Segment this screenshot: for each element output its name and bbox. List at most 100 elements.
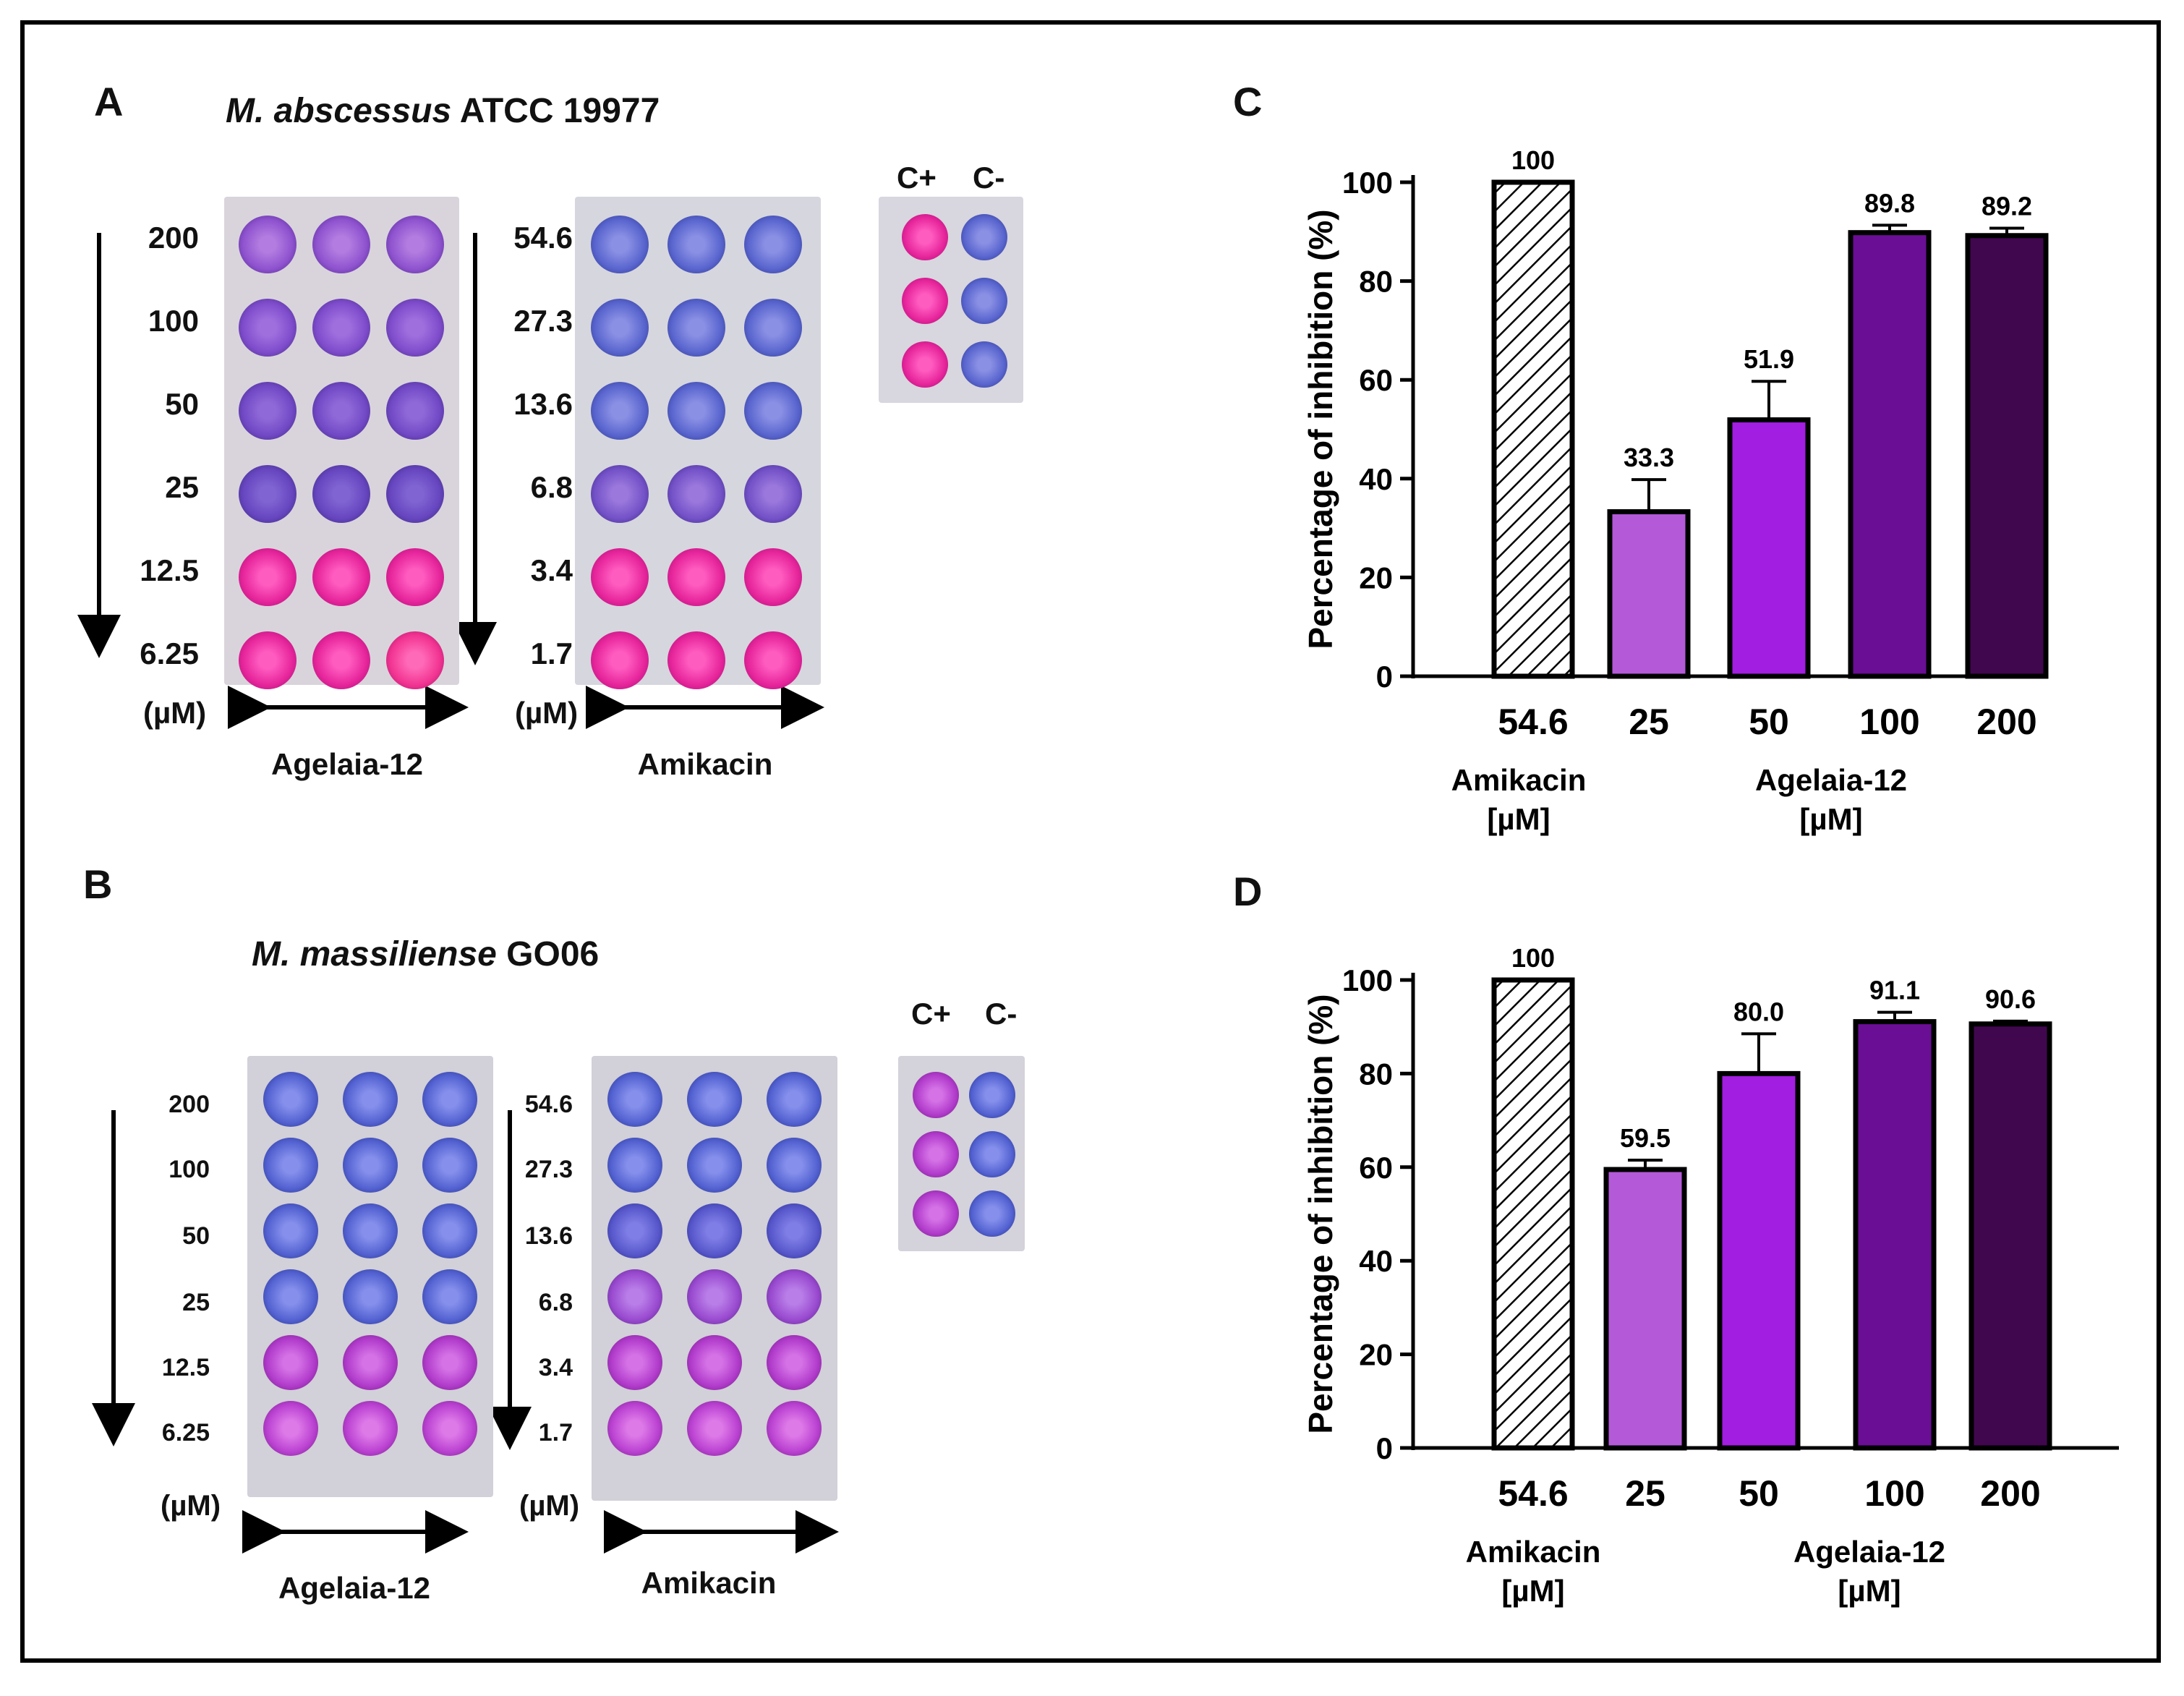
- well: [591, 548, 649, 606]
- data-label: 51.9: [1744, 344, 1794, 374]
- panel-b-agelaia-unit: (µM): [161, 1490, 221, 1522]
- bar-54-6: [1491, 179, 1575, 679]
- well: [263, 1138, 318, 1193]
- bar-54-6: [1491, 977, 1575, 1451]
- data-label: 91.1: [1869, 976, 1920, 1005]
- panel-b-agelaia-label: Agelaia-12: [278, 1571, 431, 1605]
- well: [607, 1335, 662, 1390]
- well: [263, 1203, 318, 1258]
- y-tick-label: 100: [1342, 963, 1393, 997]
- well: [263, 1401, 318, 1456]
- well: [913, 1072, 959, 1118]
- x-tick-label: 54.6: [1498, 1473, 1568, 1514]
- x-tick-label: 100: [1859, 702, 1919, 742]
- well: [687, 1138, 742, 1193]
- well: [744, 548, 802, 606]
- bar-25: [1607, 509, 1691, 679]
- well: [607, 1072, 662, 1127]
- well: [607, 1203, 662, 1258]
- panel-b-control-plate: [898, 1056, 1025, 1251]
- y-tick-label: 20: [1359, 561, 1393, 595]
- panel-b-title: M. massiliense GO06: [252, 934, 599, 974]
- panel-a-agelaia-conc-200: 200: [148, 221, 199, 255]
- x-tick-label: 200: [1980, 1473, 2040, 1514]
- well: [386, 216, 444, 273]
- panel-b-agelaia-conc-50: 50: [182, 1222, 210, 1250]
- well: [263, 1072, 318, 1127]
- well: [767, 1401, 822, 1456]
- well: [607, 1269, 662, 1324]
- well: [422, 1335, 477, 1390]
- well: [767, 1269, 822, 1324]
- panel-a-amikacin-conc-27-3: 27.3: [513, 304, 573, 338]
- panel-a-agelaia-label: Agelaia-12: [270, 747, 424, 781]
- well: [767, 1072, 822, 1127]
- well: [744, 216, 802, 273]
- well: [902, 214, 948, 260]
- well: [312, 216, 370, 273]
- panel-a-agelaia-plate: [224, 197, 459, 689]
- group-label-unit: [µM]: [1487, 802, 1550, 836]
- data-label: 33.3: [1624, 443, 1674, 472]
- well: [386, 382, 444, 440]
- panel-a-agelaia-conc-12-5: 12.5: [140, 553, 199, 587]
- well: [239, 382, 297, 440]
- well: [422, 1072, 477, 1127]
- well: [422, 1269, 477, 1324]
- x-tick-label: 54.6: [1498, 702, 1568, 742]
- well: [687, 1269, 742, 1324]
- panel-a-amikacin-conc-1-7: 1.7: [530, 636, 573, 670]
- well: [913, 1190, 959, 1237]
- panel-b-agelaia-conc-25: 25: [182, 1289, 210, 1316]
- panel-b-agelaia-conc-200: 200: [169, 1091, 210, 1118]
- well: [607, 1138, 662, 1193]
- well: [667, 299, 725, 357]
- panel-b-amikacin-conc-54-6: 54.6: [524, 1091, 573, 1118]
- well: [767, 1335, 822, 1390]
- well: [744, 382, 802, 440]
- panel-b-amikacin-plate: [592, 1056, 837, 1501]
- well: [343, 1335, 398, 1390]
- well: [969, 1131, 1015, 1177]
- well: [767, 1203, 822, 1258]
- well: [239, 465, 297, 523]
- well: [969, 1072, 1015, 1118]
- panel-b-amikacin-conc-13-6: 13.6: [524, 1222, 573, 1250]
- well: [312, 382, 370, 440]
- panel-a-title-strain: ATCC 19977: [451, 92, 660, 130]
- well: [343, 1203, 398, 1258]
- panel-a-title-species: M. abscessus: [226, 92, 452, 130]
- well: [422, 1138, 477, 1193]
- y-tick-label: 20: [1359, 1338, 1393, 1372]
- panel-a-amikacin-conc-6-8: 6.8: [530, 470, 573, 504]
- well: [902, 278, 948, 324]
- panel-b-amikacin-conc-6-8: 6.8: [538, 1289, 573, 1316]
- y-axis-label: Percentage of inhibition (%): [1302, 209, 1339, 649]
- panel-a-control-negative-label: C-: [973, 161, 1005, 195]
- x-tick-label: 200: [1976, 702, 2036, 742]
- panel-b-title-species: M. massiliense: [252, 935, 497, 973]
- well: [667, 382, 725, 440]
- y-tick-label: 60: [1359, 363, 1393, 397]
- bar-25: [1603, 1167, 1687, 1451]
- well: [687, 1335, 742, 1390]
- data-label: 100: [1511, 943, 1555, 973]
- well: [386, 299, 444, 357]
- panel-a-agelaia-conc-50: 50: [165, 387, 199, 421]
- panel-a-agelaia-conc-25: 25: [165, 470, 199, 504]
- figure-border: [20, 20, 2161, 1663]
- panel-a-amikacin-label: Amikacin: [637, 747, 773, 781]
- data-label: 89.8: [1864, 188, 1915, 218]
- y-tick-label: 60: [1359, 1151, 1393, 1185]
- x-tick-label: 25: [1629, 702, 1669, 742]
- y-tick-label: 100: [1342, 166, 1393, 200]
- panel-d-letter: D: [1233, 869, 1263, 914]
- group-label-name: Amikacin: [1466, 1535, 1601, 1569]
- well: [667, 216, 725, 273]
- well: [902, 341, 948, 388]
- well: [422, 1203, 477, 1258]
- well: [969, 1190, 1015, 1237]
- well: [591, 382, 649, 440]
- well: [767, 1138, 822, 1193]
